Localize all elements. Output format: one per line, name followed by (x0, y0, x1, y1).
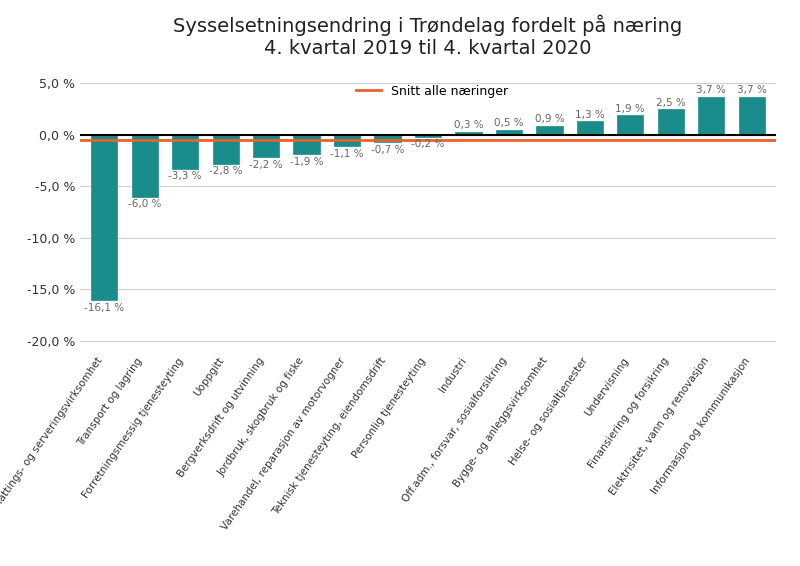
Bar (334, 135, 360, 146)
Bar (698, 97, 725, 135)
Bar (213, 135, 239, 164)
Text: 1,3 %: 1,3 % (575, 110, 605, 120)
Text: -0,7 %: -0,7 % (371, 144, 404, 155)
Text: -1,1 %: -1,1 % (330, 149, 364, 158)
Text: 3,7 %: 3,7 % (696, 85, 726, 95)
Text: 0,9 %: 0,9 % (534, 114, 564, 124)
Text: -1,9 %: -1,9 % (290, 157, 323, 167)
Bar (172, 135, 198, 169)
Text: 0,3 %: 0,3 % (454, 120, 483, 130)
Bar (738, 97, 765, 135)
Bar (577, 122, 603, 135)
Title: Sysselsetningsendring i Trøndelag fordelt på næring
4. kvartal 2019 til 4. kvart: Sysselsetningsendring i Trøndelag fordel… (174, 15, 682, 58)
Bar (617, 115, 643, 135)
Text: -16,1 %: -16,1 % (84, 303, 124, 313)
Text: -2,2 %: -2,2 % (250, 160, 283, 170)
Text: -6,0 %: -6,0 % (128, 199, 162, 209)
Text: 3,7 %: 3,7 % (737, 85, 766, 95)
Bar (131, 135, 158, 196)
Bar (374, 135, 401, 142)
Text: -2,8 %: -2,8 % (209, 166, 242, 176)
Bar (658, 109, 684, 135)
Text: -3,3 %: -3,3 % (169, 171, 202, 181)
Bar (455, 132, 482, 135)
Bar (536, 126, 562, 135)
Bar (91, 135, 118, 301)
Text: 1,9 %: 1,9 % (615, 104, 646, 114)
Text: 0,5 %: 0,5 % (494, 118, 524, 128)
Bar (253, 135, 279, 157)
Bar (415, 135, 441, 137)
Bar (496, 130, 522, 135)
Text: -0,2 %: -0,2 % (411, 139, 445, 149)
Bar (294, 135, 320, 155)
Legend: Snitt alle næringer: Snitt alle næringer (350, 80, 513, 103)
Text: 2,5 %: 2,5 % (656, 97, 686, 108)
